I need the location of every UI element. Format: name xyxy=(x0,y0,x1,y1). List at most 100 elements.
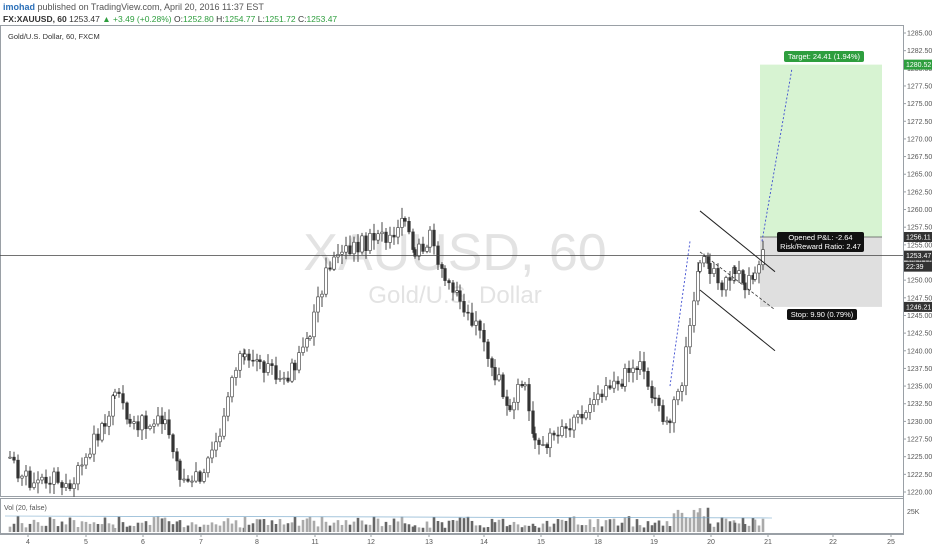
x-tick-label: 18 xyxy=(594,539,602,546)
y-tick-label: 1270.00 xyxy=(907,136,932,143)
volume-bar xyxy=(486,526,490,532)
last-price-label xyxy=(904,250,932,261)
candle-body xyxy=(286,377,290,382)
candle-body xyxy=(136,421,140,431)
volume-bar xyxy=(470,520,474,532)
volume-bar xyxy=(443,527,447,532)
candle-body xyxy=(560,426,564,436)
candle-body xyxy=(60,482,64,488)
candle-body xyxy=(680,385,684,392)
candle-body xyxy=(44,476,48,484)
candle-body xyxy=(672,399,676,424)
volume-bar xyxy=(592,526,596,532)
volume-bar xyxy=(616,525,620,532)
volume-bar xyxy=(466,516,470,532)
volume-bar xyxy=(308,516,312,532)
candle-body xyxy=(440,264,444,269)
volume-bar xyxy=(234,520,238,532)
candle-body xyxy=(340,251,344,255)
x-tick-label: 12 xyxy=(367,539,375,546)
candle-body xyxy=(537,439,541,445)
y-tick-label: 1275.00 xyxy=(907,101,932,108)
volume-bar xyxy=(238,527,242,532)
volume-bar xyxy=(620,522,624,532)
candle-body xyxy=(301,346,305,353)
volume-bar xyxy=(706,507,710,532)
candle-body xyxy=(352,241,356,255)
up-arrow-icon: ▲ xyxy=(102,14,111,24)
author-link[interactable]: imohad xyxy=(3,2,36,12)
candle-body xyxy=(501,374,505,398)
candle-body xyxy=(604,385,608,398)
candle-body xyxy=(612,380,616,389)
candle-body xyxy=(175,451,179,462)
volume-bar xyxy=(125,526,129,532)
volume-bar xyxy=(286,523,290,532)
y-tick-label: 1232.50 xyxy=(907,401,932,408)
volume-bar xyxy=(372,516,376,532)
candle-body xyxy=(186,478,190,482)
volume-bar xyxy=(182,527,186,532)
volume-bar xyxy=(251,523,255,532)
candle-body xyxy=(368,233,372,251)
volume-bar xyxy=(16,516,20,532)
candle-body xyxy=(152,423,156,427)
y-tick-label: 1240.00 xyxy=(907,348,932,355)
candle-body xyxy=(523,384,527,387)
candle-body xyxy=(163,419,167,425)
candle-body xyxy=(516,384,520,403)
volume-bar xyxy=(111,524,115,532)
volume-bar xyxy=(490,518,494,532)
volume-bar xyxy=(400,516,404,532)
candle-body xyxy=(132,421,136,424)
symbol-label: FX:XAUUSD, 60 xyxy=(3,14,67,24)
candle-body xyxy=(455,290,459,293)
candle-body xyxy=(548,432,552,449)
x-tick-label: 25 xyxy=(887,539,895,546)
candle-body xyxy=(76,465,80,485)
candle-body xyxy=(103,423,107,427)
volume-label: Vol (20, false) xyxy=(4,505,47,512)
candle-body xyxy=(733,267,737,275)
target-zone xyxy=(760,64,882,238)
volume-bar xyxy=(436,521,440,532)
stop-badge-text: Stop: 9.90 (0.79%) xyxy=(791,310,854,319)
volume-bar xyxy=(588,519,592,532)
candle-body xyxy=(178,460,182,480)
volume-bar xyxy=(458,517,462,532)
volume-bar xyxy=(761,518,765,532)
volume-bar xyxy=(293,516,297,532)
volume-bar xyxy=(608,519,612,532)
candle-body xyxy=(425,246,429,252)
volume-bar xyxy=(702,516,706,532)
volume-bar xyxy=(600,526,604,532)
volume-bar xyxy=(297,525,301,532)
volume-bar xyxy=(425,521,429,532)
volume-bar xyxy=(255,519,259,532)
channel-lower-line xyxy=(699,289,776,352)
volume-bar xyxy=(320,516,324,532)
volume-bar xyxy=(56,526,60,532)
candle-body xyxy=(84,456,88,466)
volume-bar xyxy=(564,520,568,532)
candle-body xyxy=(128,418,132,424)
volume-bar xyxy=(88,523,92,532)
y-tick-label: 1285.00 xyxy=(907,31,932,38)
stop-price-label xyxy=(904,301,932,312)
volume-bar xyxy=(336,520,340,532)
candle-body xyxy=(32,482,36,488)
volume-bar xyxy=(604,520,608,532)
candle-body xyxy=(702,256,706,264)
candle-body xyxy=(384,231,388,243)
volume-bar xyxy=(508,524,512,532)
candle-body xyxy=(320,293,324,298)
volume-bar xyxy=(501,518,505,532)
y-tick-label: 1227.50 xyxy=(907,437,932,444)
volume-bar xyxy=(48,517,52,532)
candle-body xyxy=(210,449,214,459)
x-tick-label: 22 xyxy=(829,539,837,546)
volume-bar xyxy=(421,527,425,532)
volume-bar xyxy=(144,521,148,532)
